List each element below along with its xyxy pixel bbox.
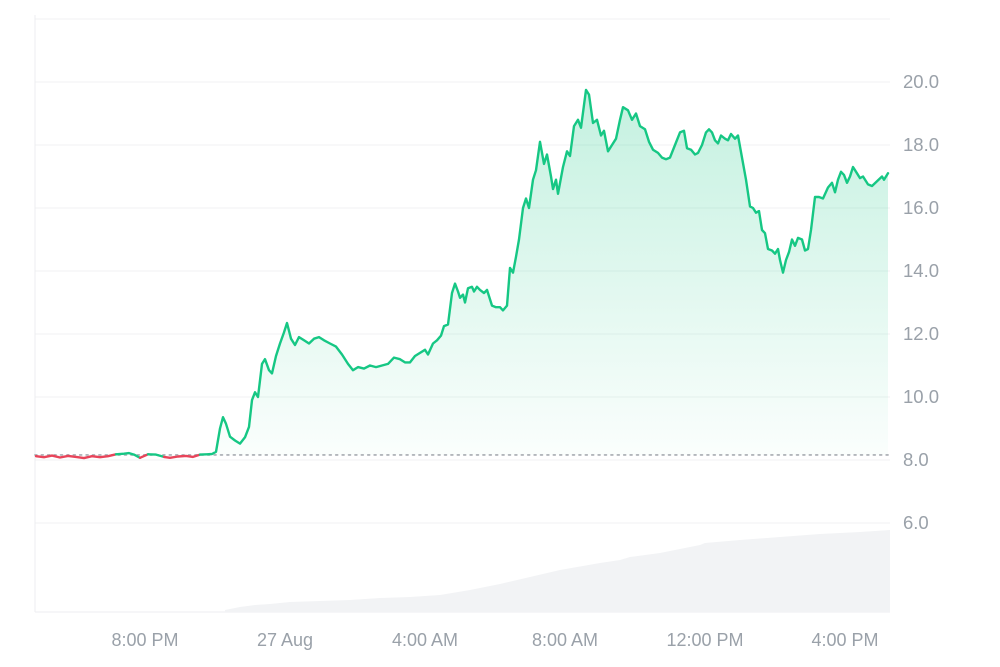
y-axis-label: 18.0 (903, 134, 939, 155)
x-axis-label: 27 Aug (257, 630, 313, 650)
x-axis-label: 8:00 PM (111, 630, 178, 650)
x-axis-label: 8:00 AM (532, 630, 598, 650)
volume-area (225, 530, 890, 612)
price-line-down-segment (162, 453, 202, 459)
y-axis-label: 10.0 (903, 386, 939, 407)
y-axis-label: 14.0 (903, 260, 939, 281)
price-area-fill (36, 89, 888, 459)
price-line-down-segment (34, 453, 118, 460)
price-line-up-segment (114, 451, 142, 459)
price-line-up-segment (198, 88, 890, 456)
y-axis-label: 6.0 (903, 512, 929, 533)
x-axis-label: 12:00 PM (666, 630, 743, 650)
price-line-down-segment (138, 453, 150, 459)
y-axis-label: 8.0 (903, 449, 929, 470)
y-axis-label: 16.0 (903, 197, 939, 218)
x-axis-label: 4:00 PM (811, 630, 878, 650)
y-axis-label: 12.0 (903, 323, 939, 344)
price-line-up-segment (146, 453, 166, 459)
x-axis-label: 4:00 AM (392, 630, 458, 650)
y-axis-label: 20.0 (903, 71, 939, 92)
